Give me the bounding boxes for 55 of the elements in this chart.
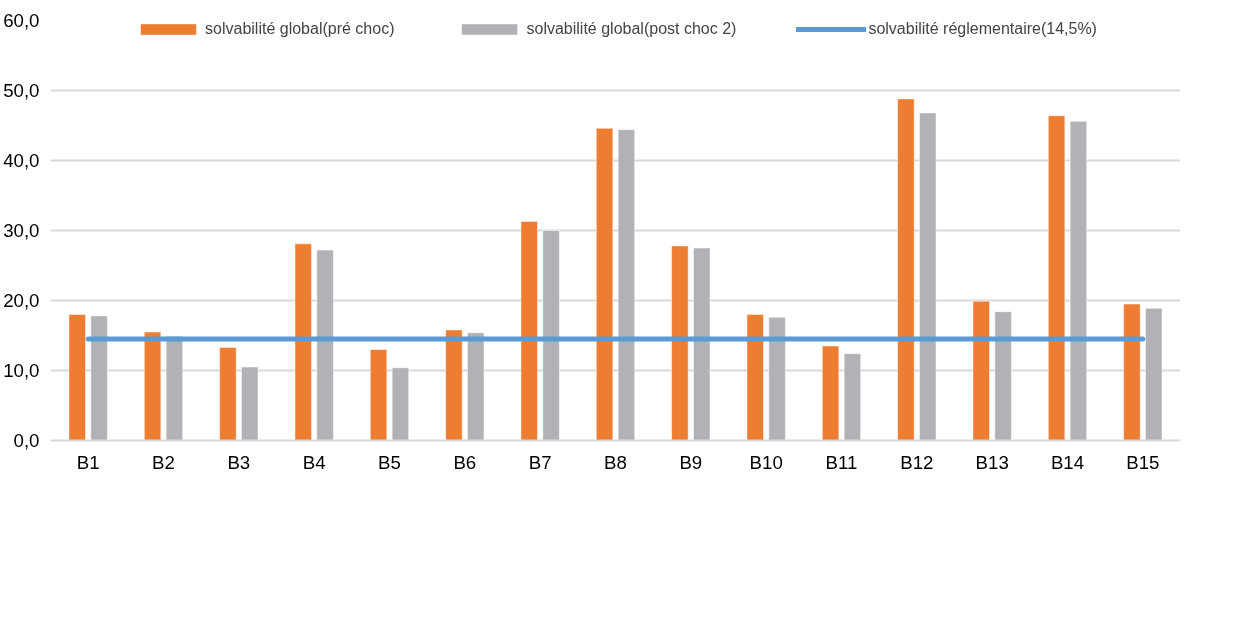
x-tick-label: B10: [749, 451, 783, 473]
bar: [692, 247, 711, 441]
bar: [1144, 307, 1163, 441]
bar: [617, 129, 636, 441]
bar: [391, 367, 410, 441]
bar: [994, 311, 1012, 441]
bar: [316, 249, 334, 441]
bar: [445, 329, 463, 441]
x-tick-label: B12: [900, 451, 934, 473]
x-tick-label: B5: [378, 451, 401, 473]
y-tick-label: 20,0: [3, 290, 40, 311]
bar: [821, 345, 840, 441]
bar: [918, 112, 937, 441]
bar: [972, 300, 991, 441]
bar: [843, 353, 862, 441]
bar: [369, 349, 388, 441]
bar: [90, 315, 108, 441]
bar: [165, 335, 184, 441]
x-tick-label: B13: [975, 451, 1009, 473]
bar: [671, 245, 689, 441]
x-tick-label: B8: [604, 451, 627, 473]
bar: [1123, 303, 1141, 441]
y-tick-label: 30,0: [3, 220, 40, 241]
x-tick-label: B3: [227, 451, 251, 473]
bar: [520, 220, 539, 441]
bar: [897, 98, 915, 441]
y-tick-label: 40,0: [3, 150, 40, 171]
y-tick-label: 10,0: [3, 360, 40, 381]
bar: [1047, 115, 1066, 441]
x-tick-label: B14: [1050, 451, 1085, 473]
x-tick-label: B11: [825, 451, 858, 473]
x-tick-label: B4: [302, 451, 326, 473]
bar: [595, 127, 614, 441]
bar: [294, 243, 313, 441]
bar: [1069, 120, 1088, 441]
bar: [143, 331, 162, 441]
y-tick-label: 60,0: [3, 10, 40, 31]
bar: [746, 314, 765, 441]
legend-label: solvabilité réglementaire(14,5%): [868, 20, 1097, 38]
bar: [68, 314, 87, 441]
bar: [219, 346, 237, 441]
x-tick-label: B1: [76, 451, 100, 473]
x-tick-label: B2: [152, 451, 175, 473]
x-tick-label: B9: [679, 451, 703, 473]
bar: [542, 230, 560, 441]
bar: [466, 332, 485, 441]
y-tick-label: 0,0: [13, 430, 40, 451]
y-tick-label: 50,0: [3, 80, 40, 101]
x-tick-label: B6: [453, 451, 477, 473]
x-tick-label: B7: [528, 451, 552, 473]
bar: [768, 316, 786, 441]
bar: [240, 366, 259, 441]
x-tick-label: B15: [1126, 451, 1160, 473]
legend-label: solvabilité global(pré choc): [205, 20, 395, 38]
legend-label: solvabilité global(post choc 2): [526, 20, 737, 38]
